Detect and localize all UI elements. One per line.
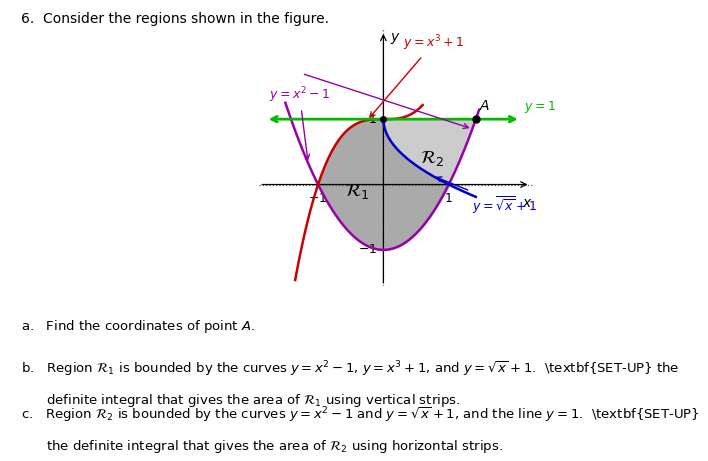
Text: c.   Region $\mathcal{R}_2$ is bounded by the curves $y = x^2 - 1$ and $y = \sqr: c. Region $\mathcal{R}_2$ is bounded by … — [21, 406, 700, 425]
Text: $y = x^3 + 1$: $y = x^3 + 1$ — [370, 33, 464, 117]
Polygon shape — [384, 119, 476, 184]
Text: $A$: $A$ — [479, 99, 491, 112]
Text: $y$: $y$ — [390, 31, 401, 46]
Text: $y = 1$: $y = 1$ — [524, 99, 556, 115]
Text: $\mathcal{R}_2$: $\mathcal{R}_2$ — [421, 149, 445, 168]
Text: $\mathcal{R}_1$: $\mathcal{R}_1$ — [345, 182, 370, 201]
Text: $-1$: $-1$ — [309, 192, 328, 205]
Text: 6.  Consider the regions shown in the figure.: 6. Consider the regions shown in the fig… — [21, 12, 329, 25]
Text: $1$: $1$ — [368, 112, 377, 126]
Text: b.   Region $\mathcal{R}_1$ is bounded by the curves $y = x^2 - 1$, $y = x^3 + 1: b. Region $\mathcal{R}_1$ is bounded by … — [21, 360, 680, 378]
Text: $1$: $1$ — [445, 192, 453, 205]
Text: $-1$: $-1$ — [358, 243, 377, 256]
Text: $x$: $x$ — [522, 196, 532, 210]
Text: a.   Find the coordinates of point $A$.: a. Find the coordinates of point $A$. — [21, 318, 256, 335]
Text: $y = \overline{\sqrt{x}}+1$: $y = \overline{\sqrt{x}}+1$ — [436, 177, 537, 216]
Text: the definite integral that gives the area of $\mathcal{R}_2$ using horizontal st: the definite integral that gives the are… — [21, 438, 503, 455]
Text: $y = x^2 - 1$: $y = x^2 - 1$ — [269, 86, 330, 160]
Text: definite integral that gives the area of $\mathcal{R}_1$ using vertical strips.: definite integral that gives the area of… — [21, 392, 460, 409]
